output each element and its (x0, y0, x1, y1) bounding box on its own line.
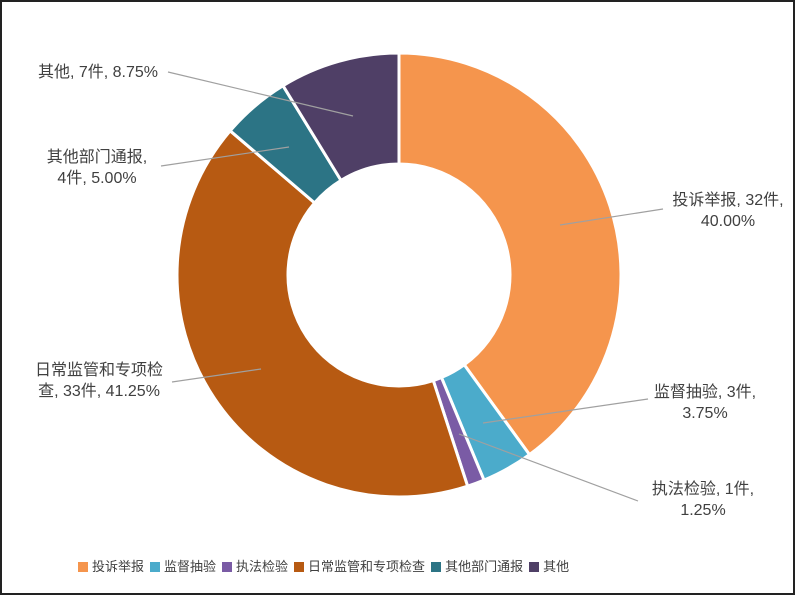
chart-legend: 投诉举报 监督抽验 执法检验 日常监管和专项检查 其他部门通报 其他 (78, 556, 569, 578)
legend-label: 监督抽验 (164, 559, 217, 574)
legend-label: 执法检验 (236, 559, 289, 574)
leader-line-5 (160, 146, 290, 167)
data-label-line: 日常监管和专项检 (34, 362, 164, 379)
legend-label: 投诉举报 (92, 559, 145, 574)
data-label-line: 其他, 7件, 8.75% (37, 64, 159, 81)
data-label-line: 查, 33件, 41.25% (38, 383, 160, 400)
data-label-line: 执法检验, 1件, (651, 481, 755, 498)
legend-label: 其他 (543, 559, 570, 574)
data-label-line: 监督抽验, 3件, (653, 384, 757, 401)
pie-slice-4[interactable] (175, 129, 470, 499)
legend-label: 日常监管和专项检查 (308, 559, 426, 574)
legend-swatch-icon (222, 562, 233, 572)
data-label-1: 投诉举报, 32件, 40.00% (672, 190, 783, 232)
data-label-3: 执法检验, 1件, 1.25% (652, 479, 754, 521)
leader-line-4 (171, 368, 262, 383)
legend-item-5[interactable]: 其他部门通报 (431, 556, 523, 578)
data-label-4: 日常监管和专项检 查, 33件, 41.25% (35, 360, 163, 402)
data-label-line: 3.75% (682, 405, 728, 422)
legend-item-3[interactable]: 执法检验 (222, 556, 288, 578)
leader-line-1 (559, 208, 664, 226)
legend-item-2[interactable]: 监督抽验 (150, 556, 216, 578)
leader-line-6 (167, 71, 354, 117)
legend-swatch-icon (529, 562, 540, 572)
legend-swatch-icon (150, 562, 161, 572)
data-label-line: 其他部门通报, (46, 149, 148, 166)
data-label-line: 投诉举报, 32件, (672, 192, 784, 209)
pie-slice-1[interactable] (397, 51, 623, 457)
data-label-5: 其他部门通报, 4件, 5.00% (47, 147, 147, 189)
data-label-2: 监督抽验, 3件, 3.75% (654, 382, 756, 424)
legend-swatch-icon (431, 562, 442, 572)
legend-item-6[interactable]: 其他 (529, 556, 569, 578)
data-label-6: 其他, 7件, 8.75% (38, 62, 158, 83)
leader-line-2 (482, 398, 649, 424)
data-label-line: 40.00% (700, 213, 756, 230)
data-label-line: 4件, 5.00% (57, 170, 137, 187)
legend-label: 其他部门通报 (445, 559, 524, 574)
leader-line-3 (458, 433, 639, 502)
legend-swatch-icon (78, 562, 88, 572)
data-label-line: 1.25% (680, 502, 726, 519)
legend-swatch-icon (294, 562, 305, 572)
pie-slice-6[interactable] (281, 51, 401, 182)
legend-item-1[interactable]: 投诉举报 (78, 556, 144, 578)
legend-item-4[interactable]: 日常监管和专项检查 (294, 556, 425, 578)
